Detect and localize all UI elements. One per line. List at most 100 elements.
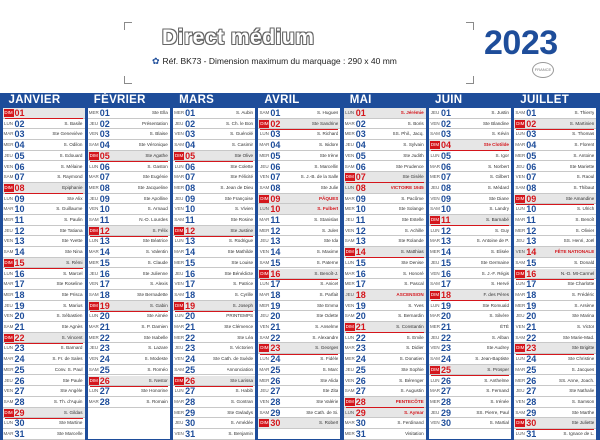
day-row: VEN 30 S. Martial [429,418,511,429]
saint-name: Ste Sophie [401,366,424,372]
saint-name: Ste Mariette [569,163,595,169]
day-number: 15 [526,257,537,268]
month-column: JANVIER DIM 01 LUN 02 S. Basile MAR 03 Ste Genev… [2,93,85,440]
month-column: MAI LUN 01 S. Jérémie MAR 02 S. Boris MER 03 SS. … [343,93,426,440]
saint-name: S. Valentin [145,249,168,255]
saint-name: S. Aubin [235,110,254,115]
weekday-label: VEN [3,388,14,394]
weekday-label: JEU [516,238,525,244]
saint-name: S. Félix [152,227,168,233]
day-number: 19 [99,300,110,311]
saint-name: S. Martial [489,420,509,426]
day-number: 14 [355,247,366,258]
day-row: LUN 26 S. Anthelme [429,376,511,387]
day-number: 07 [270,172,281,183]
day-row: MER 05 S. Antoine [514,151,597,162]
saint-name: S. Ulrich [576,206,595,212]
weekday-label: JEU [345,142,354,148]
weekday-label: JEU [345,217,354,222]
day-number: 24 [441,354,452,365]
calendar-grid: JANVIER DIM 01 LUN 02 S. Basile MAR 03 Ste Genev… [0,93,600,440]
day-number: 13 [99,236,110,247]
week-separator [4,417,83,419]
weekday-label: DIM [344,397,355,406]
day-number: 05 [185,150,196,161]
weekday-label: MER [174,259,185,265]
week-separator [431,300,509,302]
day-row: LUN 19 Ste Romuald [429,301,511,312]
day-row: LUN 06 Ste Colette [173,162,256,173]
day-number: 04 [185,140,196,151]
saint-name: S. Ignace de L. [563,431,595,436]
day-number: 02 [270,118,281,129]
weekday-label: DIM [344,323,355,331]
day-row: MAR 07 Ste Eugénie [87,172,170,183]
day-number: 03 [355,129,366,140]
day-number: 20 [441,311,452,322]
day-row: MER 04 S. Odilon [2,140,85,151]
weekday-label: VEN [174,356,184,362]
day-number: 21 [185,322,196,332]
saint-name: S. Marcel [63,270,83,276]
day-row: LUN 30 Ste Martine [2,418,85,429]
day-row: LUN 12 S. Guy [429,226,511,237]
weekday-label: MAR [259,291,270,297]
day-row: LUN 03 S. Richard [258,129,341,141]
day-number: 12 [355,225,366,236]
saint-name: S. Raymond [57,174,83,180]
saint-name: S. Benoît [575,217,595,222]
saint-name: Ste Paule [62,377,83,383]
weekday-label: VEN [174,281,184,287]
day-number: 21 [441,322,452,332]
day-number: 17 [99,279,110,290]
saint-name: Ste Apolline [143,195,168,201]
saint-name: S. Arnaud [147,206,168,212]
saint-name: Ste Ella [151,110,168,115]
week-separator [89,235,168,237]
day-number: 18 [441,289,452,300]
day-row: SAM 25 Annonciation [173,365,256,376]
saint-name: S. Parfait [319,291,339,297]
week-separator [175,235,254,237]
week-separator [260,353,339,355]
weekday-label: DIM [259,269,270,278]
saint-name: S. Fernand [486,388,509,394]
weekday-label: MAR [515,142,526,148]
saint-name: S. Claude [147,259,168,265]
weekday-label: JEU [345,366,354,372]
day-number: 04 [99,140,110,151]
day-row: DIM 22 S. Vincent [2,332,85,344]
weekday-label: LUN [345,409,355,415]
day-row: SAM 07 S. Raymond [2,172,85,183]
day-row: JEU 27 Ste Nathalie [514,386,597,397]
day-row: JEU 13 Ste Ida [258,236,341,248]
day-row: SAM 22 S. Alexandre [258,333,341,344]
day-number: 31 [355,429,366,439]
day-row: VEN 03 S. Blaise [87,129,170,141]
day-number: 29 [270,407,281,418]
week-separator [516,128,595,130]
saint-name: S. Edouard [59,152,83,158]
marking-area-corner-tl [124,22,132,30]
saint-name: S. Rodrigue [228,238,254,244]
day-row: MER 10 Ste Solange [343,204,426,215]
day-row: DIM 07 Ste Gisèle [343,172,426,183]
weekday-label: LUN [345,110,355,115]
day-row: MER 19 S. Arsène [514,301,597,312]
weekday-label: JEU [516,313,525,319]
saint-name: S. Bernardin [398,313,424,319]
day-number: 03 [270,129,281,140]
saint-name: SS. Pierre, Paul [476,409,509,415]
day-number: 30 [270,418,281,429]
day-number: 04 [441,140,452,151]
day-row: MAR 04 S. Isidore [258,140,341,151]
day-number: 21 [526,322,537,332]
weekday-label: JEU [89,120,99,126]
day-row: MER 01 Ste Ella [87,108,170,119]
saint-name: S. Frédéric [571,291,595,297]
weekday-label: JEU [516,163,525,169]
saint-name: S. Modeste [144,356,168,362]
day-row: DIM 23 S. Georges [258,343,341,355]
weekday-label: LUN [3,270,13,276]
day-row: MER 12 S. Olivier [514,226,597,237]
